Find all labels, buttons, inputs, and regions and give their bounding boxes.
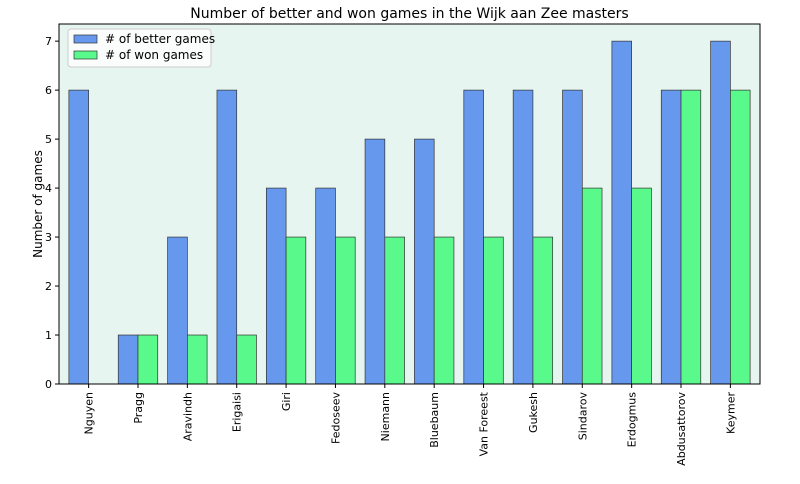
bar-won-van-foreest	[483, 236, 504, 385]
bar-better-niemann	[364, 138, 386, 385]
bar-won-sindarov	[581, 187, 603, 385]
bar-won-pragg	[137, 334, 159, 385]
x-tick-label: Gukesh	[527, 392, 540, 433]
x-tick-label: Abdusattorov	[675, 392, 688, 466]
bar-better-sindarov	[562, 89, 583, 385]
legend-box	[67, 28, 212, 68]
x-tick-label: Giri	[280, 392, 293, 411]
x-tick-label: Nguyen	[83, 392, 96, 434]
bar-better-giri	[265, 187, 287, 385]
legend-swatch-won	[73, 50, 98, 60]
legend-label-better: # of better games	[105, 32, 215, 46]
bar-better-gukesh	[512, 89, 534, 385]
bar-better-nguyen	[68, 89, 89, 385]
x-tick-label: Aravindh	[181, 392, 194, 441]
bar-better-erdogmus	[611, 40, 632, 385]
bar-better-fedoseev	[315, 187, 336, 385]
y-tick-label: 1	[45, 329, 52, 342]
y-tick-label: 4	[45, 182, 52, 195]
bar-won-erdogmus	[631, 187, 652, 385]
x-tick-label: Erigaisi	[231, 392, 244, 432]
bar-better-aravindh	[167, 236, 188, 385]
bar-better-abdusattorov	[660, 89, 682, 385]
plot-frame	[58, 23, 761, 385]
x-tick-label: Erdogmus	[626, 392, 639, 448]
y-tick-label: 3	[45, 231, 52, 244]
x-tick-label: Bluebaum	[428, 392, 441, 448]
bar-better-keymer	[710, 40, 731, 385]
legend-swatch-better	[73, 34, 98, 44]
y-tick-label: 7	[45, 35, 52, 48]
bar-better-erigaisi	[216, 89, 238, 385]
y-tick-label: 6	[45, 84, 52, 97]
x-tick-label: Fedoseev	[329, 392, 342, 444]
legend: # of better games # of won games	[67, 28, 215, 68]
x-tick-label: Keymer	[724, 392, 737, 434]
chart-title: Number of better and won games in the Wi…	[190, 6, 628, 22]
bar-won-gukesh	[532, 236, 554, 385]
bar-won-fedoseev	[335, 236, 356, 385]
y-axis-label: Number of games	[31, 150, 45, 258]
bar-better-bluebaum	[414, 138, 435, 385]
bar-won-niemann	[384, 236, 405, 385]
bar-won-aravindh	[187, 334, 208, 385]
y-tick-label: 0	[45, 378, 52, 391]
x-tick-label: Sindarov	[576, 392, 589, 441]
x-tick-label: Niemann	[379, 392, 392, 441]
plot-area	[59, 24, 760, 384]
bar-won-keymer	[730, 89, 751, 385]
bar-won-abdusattorov	[680, 89, 702, 385]
y-tick-label: 5	[45, 133, 52, 146]
bar-won-bluebaum	[433, 236, 455, 385]
x-tick-label: Van Foreest	[478, 391, 491, 456]
y-tick-label: 2	[45, 280, 52, 293]
bar-better-van-foreest	[463, 89, 484, 385]
legend-label-won: # of won games	[105, 48, 203, 62]
bar-won-giri	[285, 236, 307, 385]
x-tick-label: Pragg	[132, 392, 145, 424]
bar-better-pragg	[117, 334, 139, 385]
bar-won-erigaisi	[236, 334, 257, 385]
